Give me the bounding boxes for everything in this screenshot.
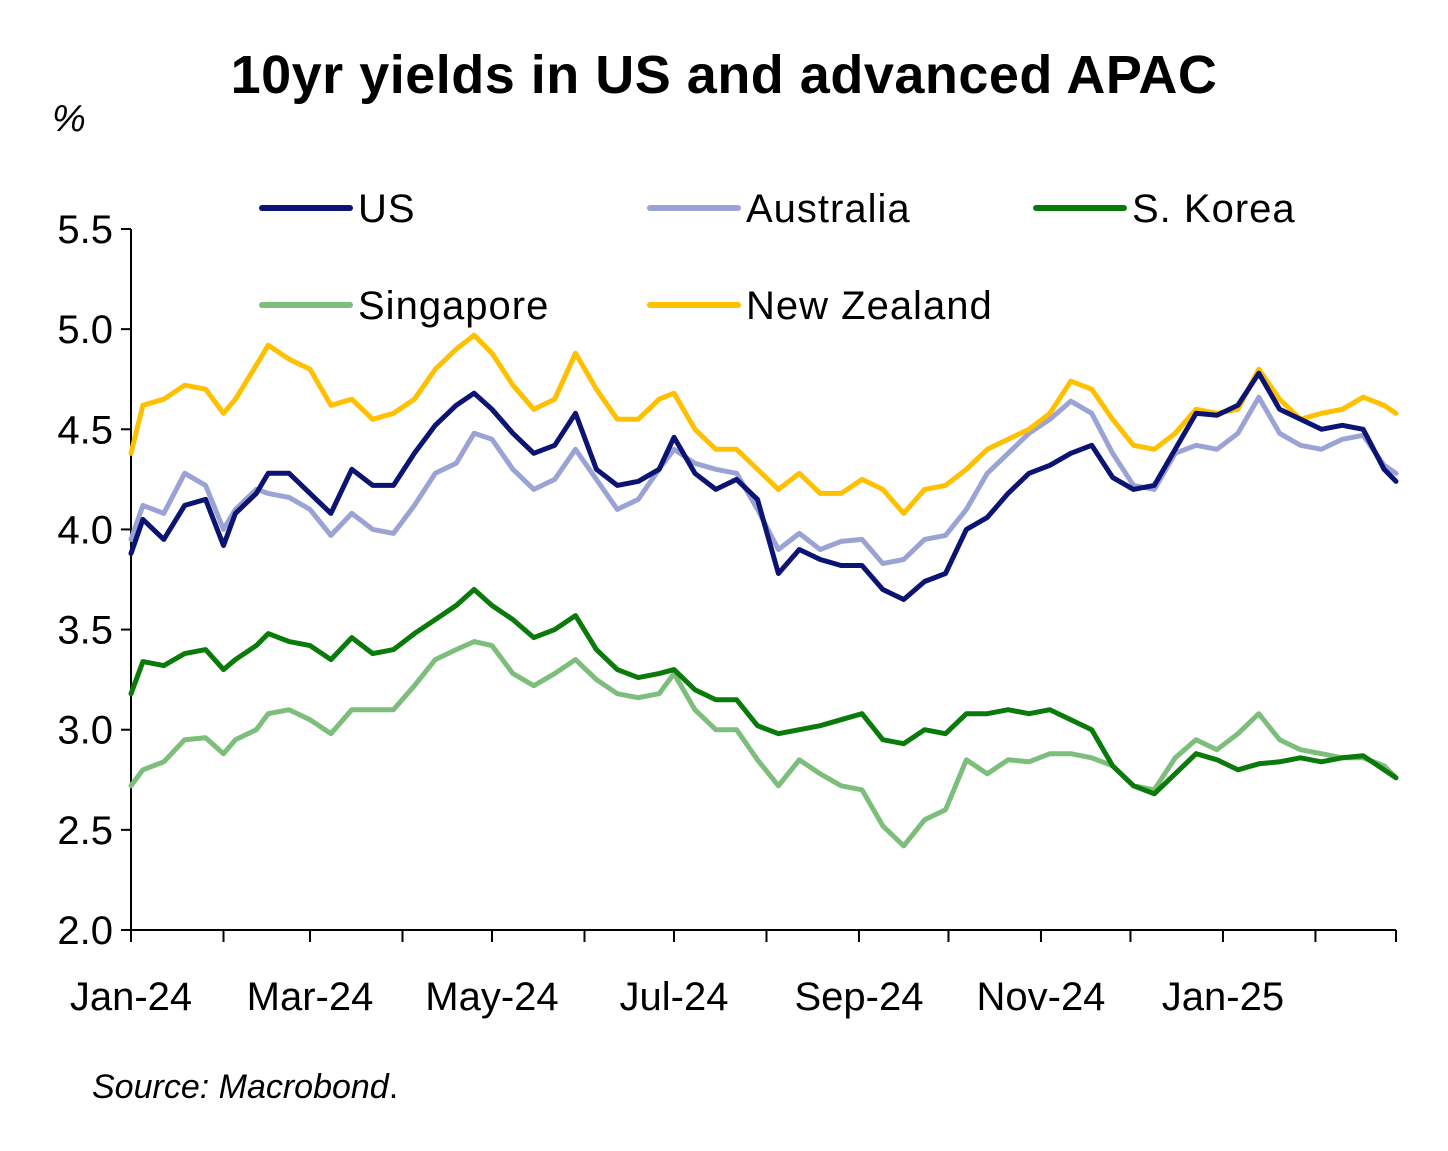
x-tick-label: Mar-24: [247, 975, 374, 1019]
x-tick-label: Jul-24: [620, 975, 729, 1019]
source-note: Source: Macrobond.: [92, 1068, 398, 1107]
series-line-us: [128, 370, 1399, 602]
x-tick-label: Sep-24: [794, 975, 923, 1019]
legend-label-us: US: [358, 187, 416, 231]
x-tick-label: Jan-25: [1162, 975, 1284, 1019]
x-tick-label: May-24: [425, 975, 558, 1019]
y-tick-label: 4.0: [57, 508, 113, 552]
x-tick-label: Jan-24: [70, 975, 192, 1019]
y-tick-label: 3.5: [57, 609, 113, 653]
y-axis-unit-label: %: [52, 98, 86, 140]
legend-label-singapore: Singapore: [358, 284, 549, 328]
y-tick-label: 3.0: [57, 709, 113, 753]
chart-title: 10yr yields in US and advanced APAC: [230, 45, 1218, 105]
y-tick-label: 2.5: [57, 809, 113, 853]
series-line-singapore: [128, 639, 1399, 849]
series-line-s-korea: [128, 587, 1399, 797]
y-tick-label: 2.0: [57, 909, 113, 953]
y-tick-label: 5.5: [57, 208, 113, 252]
series-line-australia: [128, 394, 1399, 566]
series-line-new-zealand: [128, 332, 1399, 516]
source-text: Source: Macrobond: [92, 1068, 389, 1106]
axes: 2.0 2.5 3.0 3.5 4.0 4.5 5.0 5.5 Jan-24 Mar-24 May-…: [57, 208, 1397, 1019]
legend: US Australia S. Korea Singapore New Zealand: [259, 187, 1296, 328]
legend-label-s-korea: S. Korea: [1132, 187, 1296, 231]
y-tick-label: 5.0: [57, 308, 113, 352]
series-lines: [128, 332, 1399, 849]
source-period: .: [388, 1068, 399, 1106]
y-tick-label: 4.5: [57, 408, 113, 452]
legend-label-australia: Australia: [746, 187, 911, 231]
legend-label-new-zealand: New Zealand: [746, 284, 993, 328]
x-tick-label: Nov-24: [976, 975, 1105, 1019]
